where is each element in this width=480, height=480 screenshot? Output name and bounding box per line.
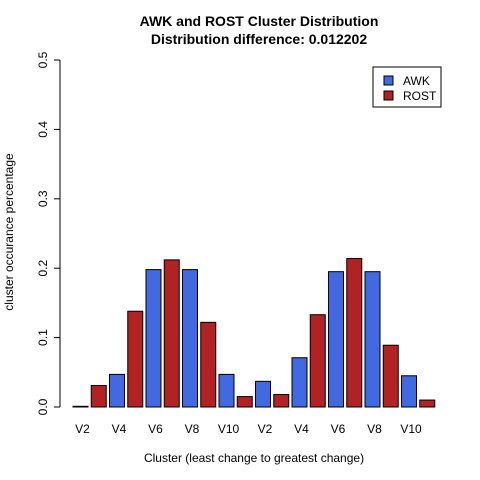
legend-swatch-rost [383,90,394,101]
y-tick-label: 0.2 [36,260,50,277]
x-tick-label: V2 [75,422,90,436]
bar-awk [255,380,271,408]
y-tick-label: 0.4 [36,121,50,138]
x-tick-label: V2 [258,422,273,436]
legend-label-rost: ROST [403,89,437,103]
bar-rost [346,257,363,408]
x-tick-label: V4 [112,422,127,436]
x-tick-label: V8 [367,422,382,436]
bar-rost [382,344,399,408]
bar-awk [218,373,235,408]
y-axis-label: cluster occurance percentage [2,153,16,311]
x-tick-label: V8 [185,422,200,436]
legend-label-awk: AWK [403,74,430,88]
y-axis: 0.0 0.1 0.2 0.3 0.4 0.5 [36,51,61,415]
legend-swatch-awk [383,75,394,86]
bar-rost [273,394,290,408]
x-tick-label: V4 [294,422,309,436]
bar-rost [90,384,107,408]
bar-awk [401,375,417,408]
bar-awk [328,271,344,408]
x-tick-label: V6 [148,422,163,436]
bar-awk [364,271,381,408]
y-tick-label: 0.1 [36,329,50,346]
x-tick-label: V6 [331,422,346,436]
bar-rost [200,321,217,408]
bar-awk [72,405,89,408]
x-tick-labels: V2 V4 V6 V8 V10 V2 V4 V6 V8 V10 [75,422,422,436]
x-tick-label: V10 [218,422,240,436]
x-axis-label: Cluster (least change to greatest change… [144,451,364,465]
bar-rost [236,396,253,408]
bar-awk [291,357,308,408]
bar-group [72,257,436,408]
bar-awk [109,373,125,408]
bar-awk [182,269,198,408]
x-tick-label: V10 [400,422,422,436]
legend: AWK ROST [372,66,442,108]
chart-subtitle: Distribution difference: 0.012202 [151,31,368,47]
chart-title: AWK and ROST Cluster Distribution [140,13,379,29]
bar-rost [309,314,326,408]
y-tick-label: 0.3 [36,190,50,207]
bar-awk [145,269,162,408]
bar-rost [127,310,144,408]
y-tick-label: 0.0 [36,398,50,415]
y-tick-label: 0.5 [36,51,50,68]
bar-rost [163,259,180,408]
bar-rost [419,399,436,408]
